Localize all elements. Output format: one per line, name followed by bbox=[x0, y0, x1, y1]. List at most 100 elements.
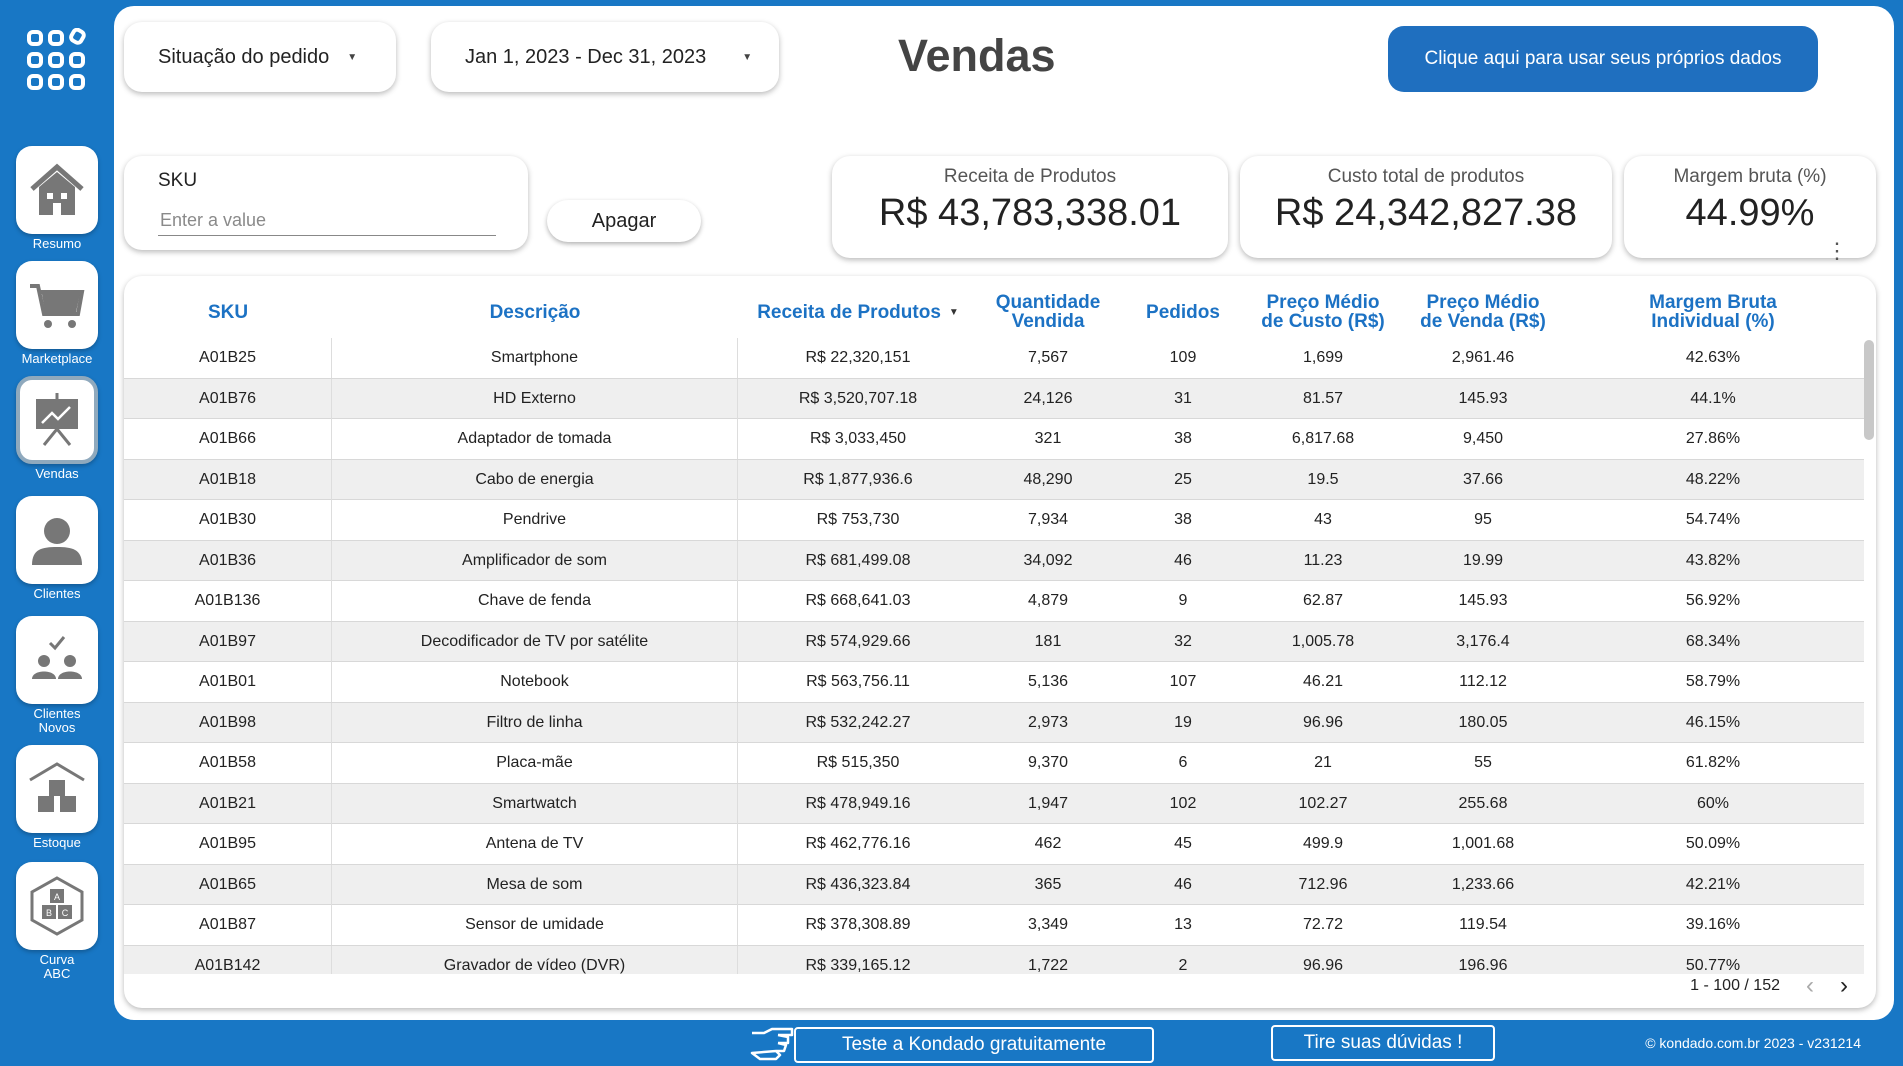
cell-avg-price: 1,233.66 bbox=[1451, 875, 1515, 893]
sku-filter-label: SKU bbox=[158, 170, 198, 191]
cell-description: Notebook bbox=[332, 662, 738, 702]
table-row[interactable]: A01B01 Notebook R$ 563,756.11 5,136 107 46.21… bbox=[124, 662, 1864, 703]
cell-description: Decodificador de TV por satélite bbox=[332, 621, 738, 662]
cart-icon bbox=[30, 284, 85, 328]
cell-product-revenue: R$ 436,323.84 bbox=[805, 875, 911, 893]
nav-label-resumo: Resumo bbox=[32, 236, 82, 251]
chevron-down-icon: ▼ bbox=[347, 51, 358, 63]
nav-tile-curva-abc[interactable]: A B C bbox=[16, 862, 98, 950]
cell-description: Gravador de vídeo (DVR) bbox=[332, 945, 738, 974]
table-scrollbar[interactable] bbox=[1864, 340, 1874, 440]
nav-marketplace[interactable]: Marketplace bbox=[0, 261, 114, 366]
column-header-orders[interactable]: Pedidos bbox=[1146, 301, 1220, 323]
cell-description: Filtro de linha bbox=[332, 702, 738, 743]
table-row[interactable]: A01B58 Placa-mãe R$ 515,350 9,370 6 21 55 61.82… bbox=[124, 743, 1864, 784]
cell-orders: 6 bbox=[1178, 754, 1188, 771]
nav-resumo[interactable]: Resumo bbox=[0, 146, 114, 251]
column-header-product-revenue[interactable]: Receita de Produtos ▼ bbox=[757, 301, 959, 323]
cell-description: Sensor de umidade bbox=[332, 905, 738, 945]
date-range-dropdown[interactable]: Jan 1, 2023 - Dec 31, 2023 ▼ bbox=[431, 22, 779, 92]
column-header-avg-price[interactable]: Preço Médio de Venda (R$) bbox=[1420, 292, 1546, 332]
table-row[interactable]: A01B65 Mesa de som R$ 436,323.84 365 46 712.9… bbox=[124, 864, 1864, 905]
nav-clientes[interactable]: Clientes bbox=[0, 496, 114, 601]
pagination: 1 - 100 / 152 ‹ › bbox=[1690, 972, 1848, 1000]
cell-quantity: 48,290 bbox=[1023, 470, 1073, 488]
table-row[interactable]: A01B97 Decodificador de TV por satélite R$… bbox=[124, 621, 1864, 662]
app-grid-icon[interactable] bbox=[26, 28, 86, 94]
table-row[interactable]: A01B95 Antena de TV R$ 462,776.16 462 45 499.… bbox=[124, 824, 1864, 865]
table-row[interactable]: A01B36 Amplificador de som R$ 681,499.08 34… bbox=[124, 540, 1864, 581]
nav-tile-estoque[interactable] bbox=[16, 745, 98, 833]
nav-tile-marketplace[interactable] bbox=[16, 261, 98, 349]
cell-margin: 58.79% bbox=[1685, 673, 1741, 690]
nav-tile-resumo[interactable] bbox=[16, 146, 98, 234]
chevron-left-icon[interactable]: ‹ bbox=[1806, 972, 1814, 999]
column-header-description[interactable]: Descrição bbox=[489, 301, 581, 323]
table-row[interactable]: A01B21 Smartwatch R$ 478,949.16 1,947 102 102… bbox=[124, 783, 1864, 824]
order-status-dropdown[interactable]: Situação do pedido ▼ bbox=[124, 22, 396, 92]
table-row[interactable]: A01B25 Smartphone R$ 22,320,151 7,567 109 1,6… bbox=[124, 338, 1864, 379]
nav-curva-abc[interactable]: A B C Curva ABC bbox=[0, 862, 114, 981]
sku-input[interactable] bbox=[158, 206, 496, 236]
table-row[interactable]: A01B76 HD Externo R$ 3,520,707.18 24,126 31 8… bbox=[124, 378, 1864, 419]
table-row[interactable]: A01B66 Adaptador de tomada R$ 3,033,450 321… bbox=[124, 419, 1864, 460]
nav-vendas[interactable]: Vendas bbox=[0, 376, 114, 481]
more-options-icon[interactable]: ⋮ bbox=[1826, 238, 1848, 263]
clear-button[interactable]: Apagar bbox=[547, 200, 701, 242]
help-button[interactable]: Tire suas dúvidas ! bbox=[1271, 1025, 1495, 1061]
cell-orders: 31 bbox=[1174, 389, 1192, 407]
table-row[interactable]: A01B30 Pendrive R$ 753,730 7,934 38 43 95 54.74… bbox=[124, 500, 1864, 541]
chevron-right-icon[interactable]: › bbox=[1840, 972, 1848, 999]
column-header-sku[interactable]: SKU bbox=[207, 301, 249, 323]
nav-tile-clientes[interactable] bbox=[16, 496, 98, 584]
cell-margin: 50.09% bbox=[1685, 835, 1741, 852]
cell-avg-price: 2,961.46 bbox=[1451, 349, 1515, 366]
nav-label-clientes: Clientes bbox=[33, 586, 81, 601]
svg-text:B: B bbox=[46, 908, 52, 918]
cell-avg-cost: 43 bbox=[1314, 511, 1332, 528]
cell-sku: A01B65 bbox=[124, 864, 332, 905]
kpi-label: Margem bruta (%) bbox=[1673, 166, 1827, 187]
table-row[interactable]: A01B142 Gravador de vídeo (DVR) R$ 339,165… bbox=[124, 945, 1864, 974]
nav-tile-clientes-novos[interactable] bbox=[16, 616, 98, 704]
free-trial-button[interactable]: Teste a Kondado gratuitamente bbox=[794, 1027, 1154, 1063]
cell-avg-price: 37.66 bbox=[1462, 470, 1504, 488]
main-panel: Situação do pedido ▼ Jan 1, 2023 - Dec 3… bbox=[114, 6, 1894, 1020]
svg-text:C: C bbox=[62, 908, 69, 918]
cell-sku: A01B87 bbox=[124, 905, 332, 945]
table-row[interactable]: A01B18 Cabo de energia R$ 1,877,936.6 48,29… bbox=[124, 459, 1864, 500]
sales-table: SKU Descrição Receita de Produtos ▼ Quant… bbox=[124, 276, 1876, 1008]
nav-clientes-novos[interactable]: Clientes Novos bbox=[0, 616, 114, 735]
cell-quantity: 7,567 bbox=[1027, 349, 1069, 366]
cell-description: Adaptador de tomada bbox=[332, 419, 738, 459]
column-header-quantity[interactable]: Quantidade Vendida bbox=[995, 292, 1101, 332]
column-header-margin[interactable]: Margem Bruta Individual (%) bbox=[1649, 292, 1777, 332]
nav-tile-vendas[interactable] bbox=[16, 376, 98, 464]
nav-estoque[interactable]: Estoque bbox=[0, 745, 114, 850]
cell-product-revenue: R$ 462,776.16 bbox=[805, 835, 911, 852]
cell-avg-price: 1,001.68 bbox=[1451, 835, 1515, 852]
cell-product-revenue: R$ 532,242.27 bbox=[805, 713, 911, 731]
cell-margin: 60% bbox=[1696, 794, 1730, 812]
cell-sku: A01B30 bbox=[124, 500, 332, 540]
cell-margin: 48.22% bbox=[1685, 470, 1741, 488]
cell-product-revenue: R$ 378,308.89 bbox=[805, 916, 911, 933]
cell-sku: A01B36 bbox=[124, 540, 332, 581]
use-own-data-button[interactable]: Clique aqui para usar seus próprios dado… bbox=[1388, 26, 1818, 92]
cell-avg-price: 3,176.4 bbox=[1456, 632, 1510, 650]
column-header-avg-cost[interactable]: Preço Médio de Custo (R$) bbox=[1261, 292, 1385, 332]
cell-quantity: 462 bbox=[1034, 835, 1062, 852]
pagination-range: 1 - 100 / 152 bbox=[1690, 977, 1780, 994]
nav-label-marketplace: Marketplace bbox=[21, 351, 93, 366]
table-row[interactable]: A01B136 Chave de fenda R$ 668,641.03 4,879 9… bbox=[124, 581, 1864, 622]
cell-product-revenue: R$ 515,350 bbox=[816, 754, 900, 771]
cell-avg-price: 95 bbox=[1474, 511, 1492, 528]
table-body: A01B25 Smartphone R$ 22,320,151 7,567 109 1,6… bbox=[124, 338, 1864, 974]
cell-product-revenue: R$ 681,499.08 bbox=[805, 551, 911, 569]
cell-sku: A01B25 bbox=[124, 338, 332, 378]
cell-orders: 32 bbox=[1174, 632, 1192, 650]
table-row[interactable]: A01B98 Filtro de linha R$ 532,242.27 2,973 1… bbox=[124, 702, 1864, 743]
table-row[interactable]: A01B87 Sensor de umidade R$ 378,308.89 3,34… bbox=[124, 905, 1864, 946]
cell-margin: 42.21% bbox=[1685, 875, 1741, 893]
cell-product-revenue: R$ 478,949.16 bbox=[805, 794, 911, 812]
